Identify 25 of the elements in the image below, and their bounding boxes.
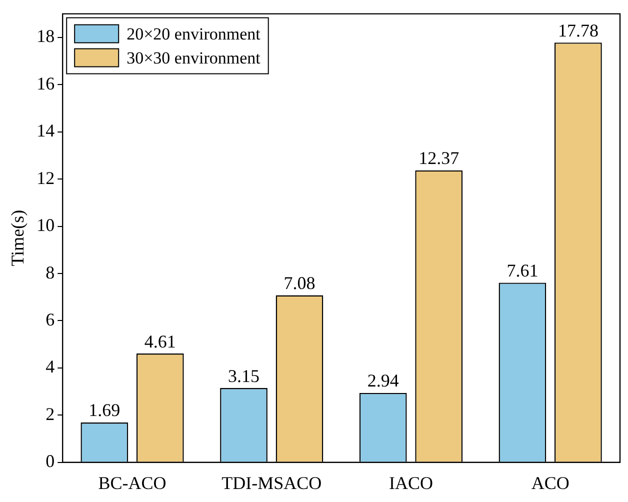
y-tick-label: 12 [36, 168, 55, 188]
y-tick-label: 4 [46, 356, 55, 377]
x-tick-label: TDI-MSACO [222, 472, 322, 493]
data-label: 7.08 [284, 272, 316, 293]
y-tick-label: 14 [36, 120, 55, 141]
data-label: 4.61 [144, 331, 176, 352]
legend-label: 30×30 environment [126, 48, 261, 68]
y-tick-label: 0 [46, 451, 55, 472]
data-label: 12.37 [418, 148, 460, 168]
data-label: 17.78 [558, 20, 598, 40]
y-tick-label: 6 [46, 309, 55, 330]
data-label: 7.61 [506, 260, 538, 280]
y-axis-title: Time(s) [8, 210, 28, 266]
y-tick-label: 2 [46, 404, 55, 424]
y-tick-label: 8 [46, 262, 55, 282]
y-tick-label: 10 [36, 215, 55, 236]
data-label: 3.15 [228, 366, 260, 386]
data-label: 1.69 [88, 400, 120, 420]
data-label: 2.94 [367, 370, 399, 391]
y-tick-label: 18 [36, 26, 55, 46]
y-tick-label: 16 [36, 73, 55, 94]
x-tick-label: IACO [388, 472, 433, 493]
x-tick-label: ACO [531, 472, 570, 493]
x-tick-label: BC-ACO [98, 472, 166, 493]
legend-label: 20×20 environment [126, 24, 261, 44]
